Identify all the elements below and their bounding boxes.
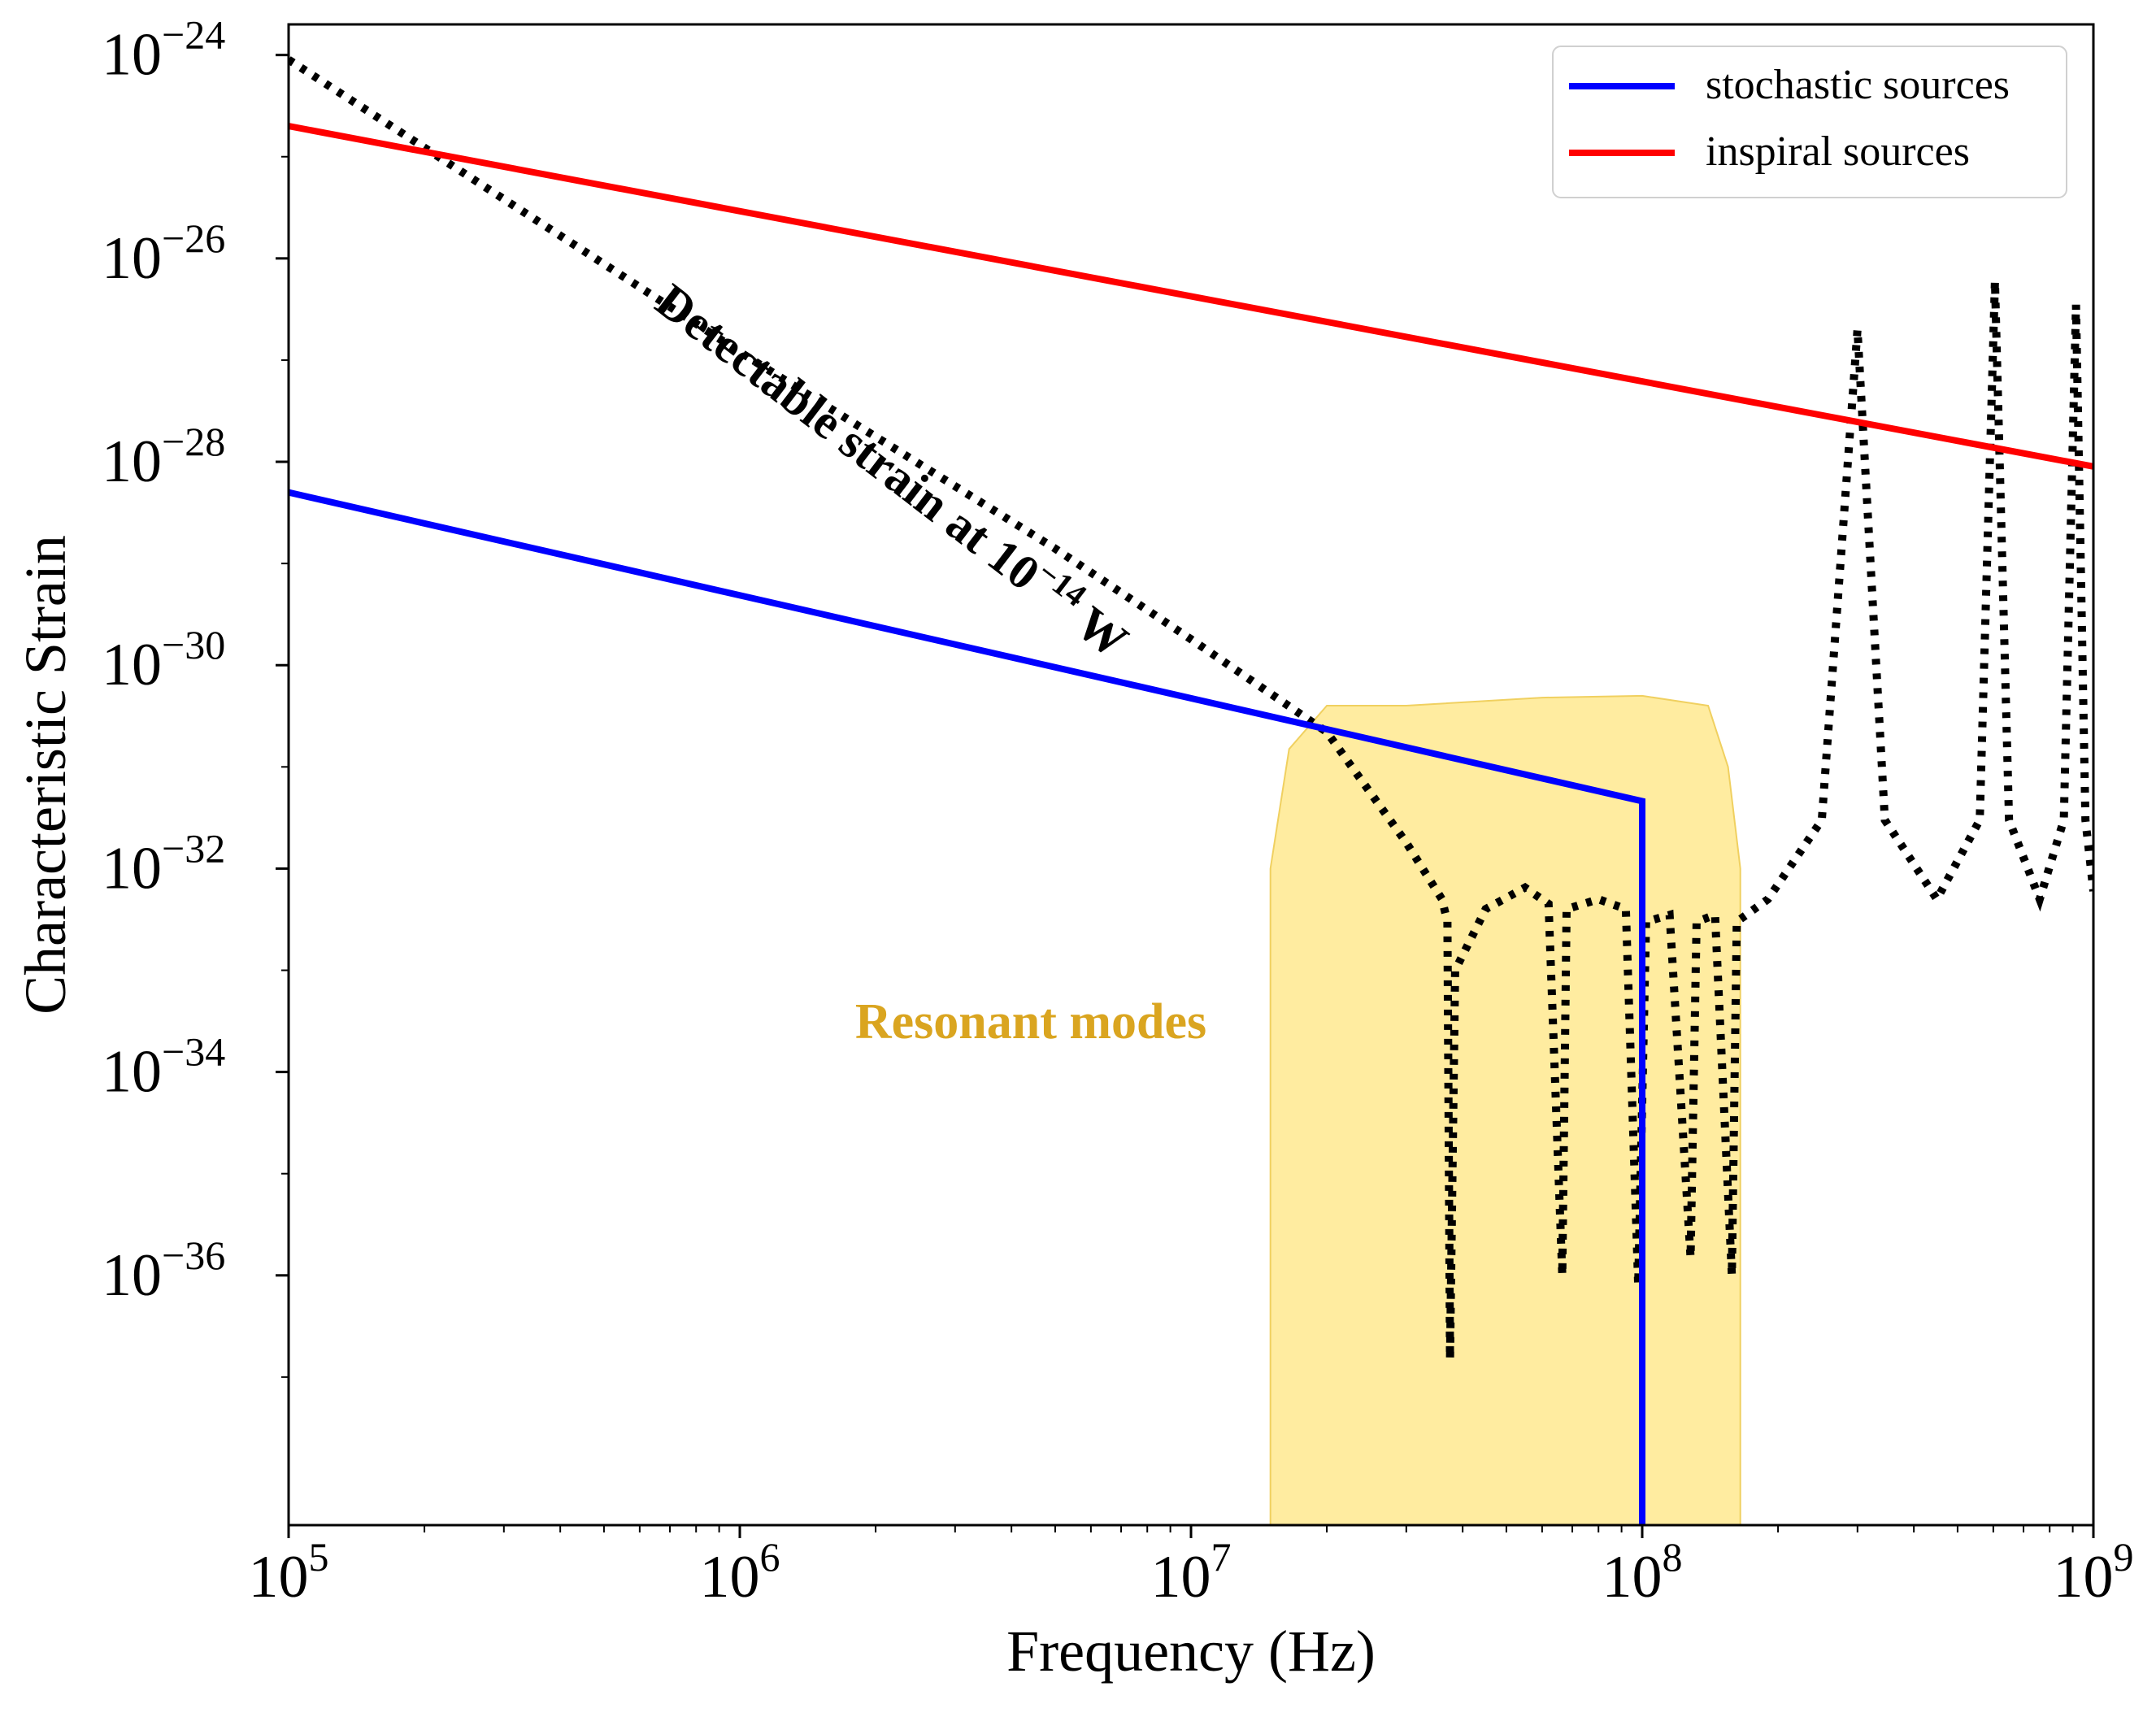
legend-label-inspiral: inspiral sources xyxy=(1706,128,1970,175)
detectable-strain-label: Detectable strain at 10−14 W xyxy=(646,269,1141,668)
detectable-strain-curve xyxy=(289,56,2093,1359)
y-tick-label: 10−28 xyxy=(102,419,225,495)
legend-box xyxy=(1552,46,2067,198)
y-tick-label: 10−24 xyxy=(102,12,225,89)
inspiral-sources-line xyxy=(289,123,2093,470)
x-tick-label: 107 xyxy=(1151,1534,1232,1611)
y-axis-label: Characteristic Strain xyxy=(13,535,78,1015)
x-axis-ticks: 105 106 107 108 109 xyxy=(249,1525,2134,1611)
legend: stochastic sources inspiral sources xyxy=(1552,46,2067,198)
x-tick-label: 105 xyxy=(249,1534,329,1611)
y-tick-label: 10−34 xyxy=(102,1029,225,1106)
stochastic-sources-line xyxy=(289,489,1645,1525)
plot-frame xyxy=(287,23,2095,1527)
y-tick-label: 10−36 xyxy=(102,1232,225,1309)
x-tick-label: 109 xyxy=(2054,1534,2134,1611)
legend-label-stochastic: stochastic sources xyxy=(1706,62,2010,108)
plot-area xyxy=(289,56,2093,1525)
y-tick-label: 10−30 xyxy=(102,622,225,698)
x-axis-label: Frequency (Hz) xyxy=(1006,1619,1376,1684)
x-tick-label: 108 xyxy=(1602,1534,1683,1611)
resonant-modes-label: Resonant modes xyxy=(855,994,1206,1050)
resonant-modes-region xyxy=(1269,694,1741,1525)
x-tick-label: 106 xyxy=(700,1534,780,1611)
y-tick-label: 10−26 xyxy=(102,215,225,292)
y-axis-ticks: 10−24 10−26 10−28 10−30 10−32 10−34 10−36 xyxy=(102,12,289,1378)
y-tick-label: 10−32 xyxy=(102,825,225,902)
